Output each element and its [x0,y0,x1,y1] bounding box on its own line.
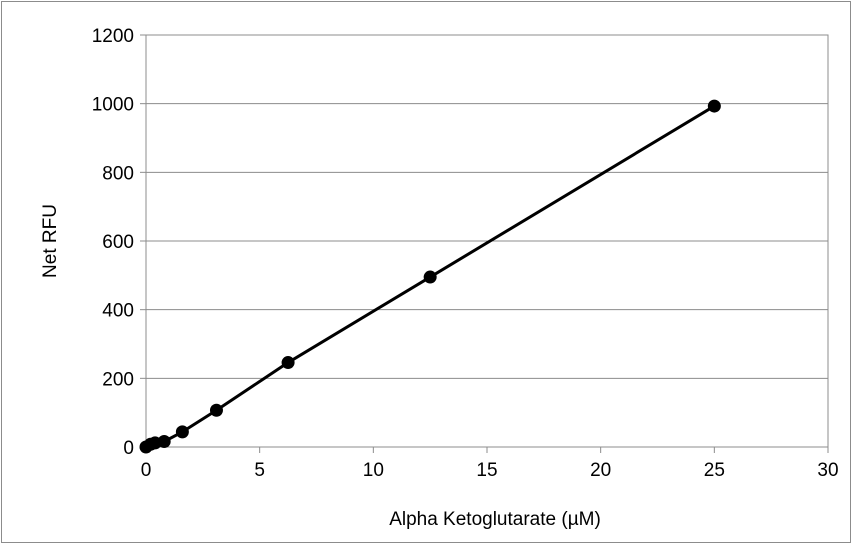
x-tick-label: 10 [363,460,384,481]
y-tick-label: 0 [123,438,134,459]
data-point [157,435,171,449]
x-axis-ticks: 0 5 10 15 20 25 30 [141,447,839,481]
x-tick-label: 15 [476,460,497,481]
y-axis-ticks: 0 200 400 600 800 1000 1200 [92,26,146,459]
x-tick-label: 20 [590,460,611,481]
y-tick-label: 800 [102,163,134,184]
data-point [209,403,223,417]
x-tick-label: 30 [817,460,838,481]
data-point [281,356,295,370]
y-axis-label: Net RFU [40,204,61,278]
series-group [139,99,721,454]
gridlines [146,103,828,379]
y-tick-label: 1200 [92,26,134,47]
y-tick-label: 600 [102,232,134,253]
data-point [423,270,437,284]
x-tick-label: 25 [704,460,725,481]
x-tick-label: 0 [141,460,152,481]
y-tick-label: 1000 [92,95,134,116]
data-point [175,425,189,439]
y-tick-label: 200 [102,369,134,390]
y-tick-label: 400 [102,301,134,322]
data-point [707,99,721,113]
x-axis-label: Alpha Ketoglutarate (µM) [389,509,601,530]
x-tick-label: 5 [254,460,265,481]
